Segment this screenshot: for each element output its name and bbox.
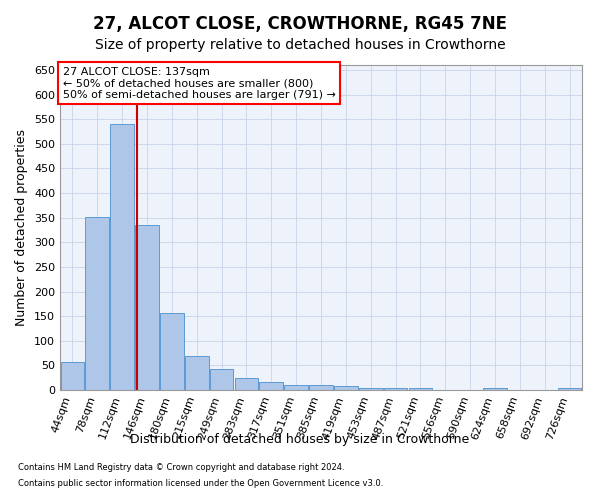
Text: 27, ALCOT CLOSE, CROWTHORNE, RG45 7NE: 27, ALCOT CLOSE, CROWTHORNE, RG45 7NE xyxy=(93,15,507,33)
Bar xyxy=(359,388,383,390)
Bar xyxy=(558,388,581,390)
Bar xyxy=(309,385,333,390)
Bar xyxy=(210,370,233,390)
Bar xyxy=(61,362,84,390)
Text: 27 ALCOT CLOSE: 137sqm
← 50% of detached houses are smaller (800)
50% of semi-de: 27 ALCOT CLOSE: 137sqm ← 50% of detached… xyxy=(62,66,335,100)
Bar xyxy=(85,216,109,390)
Text: Size of property relative to detached houses in Crowthorne: Size of property relative to detached ho… xyxy=(95,38,505,52)
Text: Contains HM Land Registry data © Crown copyright and database right 2024.: Contains HM Land Registry data © Crown c… xyxy=(18,464,344,472)
Bar xyxy=(334,386,358,390)
Bar xyxy=(185,356,209,390)
Bar xyxy=(483,388,507,390)
Bar xyxy=(284,385,308,390)
Bar xyxy=(384,388,407,390)
Y-axis label: Number of detached properties: Number of detached properties xyxy=(16,129,28,326)
Bar xyxy=(235,378,258,390)
Text: Distribution of detached houses by size in Crowthorne: Distribution of detached houses by size … xyxy=(130,432,470,446)
Text: Contains public sector information licensed under the Open Government Licence v3: Contains public sector information licen… xyxy=(18,478,383,488)
Bar xyxy=(409,388,432,390)
Bar xyxy=(110,124,134,390)
Bar xyxy=(259,382,283,390)
Bar xyxy=(160,312,184,390)
Bar xyxy=(135,225,159,390)
